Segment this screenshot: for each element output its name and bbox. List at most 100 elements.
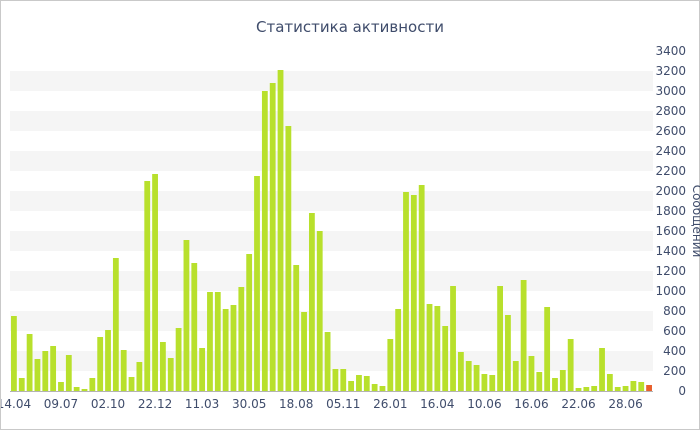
- bar: [387, 339, 394, 391]
- bar: [614, 387, 621, 391]
- bar: [505, 315, 511, 391]
- bar: [575, 388, 582, 391]
- bar: [481, 374, 488, 391]
- grid-band: [10, 71, 653, 91]
- bar: [473, 365, 480, 391]
- grid-band: [10, 231, 653, 251]
- bar: [520, 280, 527, 391]
- y-tick-label: 1000: [655, 284, 686, 298]
- bar: [293, 265, 300, 391]
- bar: [591, 386, 598, 391]
- grid-band: [10, 151, 653, 171]
- bar: [638, 382, 645, 391]
- y-axis-label: Сообщений: [690, 185, 700, 258]
- bar: [277, 70, 284, 391]
- y-tick-label: 1800: [655, 204, 686, 218]
- bar: [160, 342, 166, 391]
- bar: [363, 376, 370, 391]
- bar: [254, 176, 260, 391]
- y-tick-label: 400: [663, 344, 686, 358]
- bar: [207, 292, 213, 391]
- bar: [81, 389, 88, 391]
- bar: [65, 355, 72, 391]
- y-tick-label: 0: [678, 384, 686, 398]
- bar: [18, 378, 25, 391]
- y-tick-label: 1200: [655, 264, 686, 278]
- bar: [152, 174, 158, 391]
- bar: [42, 351, 49, 391]
- grid-band: [10, 271, 653, 291]
- bar: [120, 350, 127, 391]
- bar: [457, 352, 464, 391]
- bar: [261, 91, 268, 391]
- bar: [552, 378, 558, 391]
- y-tick-label: 1600: [655, 224, 686, 238]
- bar: [497, 286, 503, 391]
- bar: [544, 307, 551, 391]
- bar: [89, 378, 96, 391]
- x-tick-label: 09.07: [44, 397, 78, 411]
- bar: [395, 309, 402, 391]
- grid-band: [10, 311, 653, 331]
- bar: [230, 305, 237, 391]
- bar: [606, 374, 613, 391]
- bar: [58, 382, 64, 391]
- bar: [356, 375, 362, 391]
- y-ticks: 0 200 400 600 800 1000 1200 1400 1600 1800 2000 220…: [655, 44, 686, 398]
- y-tick-label: 3400: [655, 44, 686, 58]
- x-tick-label: 02.10: [91, 397, 125, 411]
- bar: [512, 361, 519, 391]
- bar: [175, 328, 182, 391]
- bar: [214, 292, 221, 391]
- y-tick-label: 800: [663, 304, 686, 318]
- bar: [646, 385, 652, 391]
- bar: [528, 356, 535, 391]
- x-tick-label: 11.03: [185, 397, 219, 411]
- bar: [167, 358, 174, 391]
- x-ticks: 14.04 09.07 02.10 22.12 11.03 30.05 18.08 05.11…: [1, 397, 643, 411]
- bar: [489, 375, 496, 391]
- x-tick-label: 14.04: [1, 397, 31, 411]
- y-tick-label: 2000: [655, 184, 686, 198]
- x-tick-label: 22.12: [138, 397, 172, 411]
- y-tick-label: 1400: [655, 244, 686, 258]
- bar: [34, 359, 41, 391]
- bar: [567, 339, 574, 391]
- chart-title: Статистика активности: [256, 18, 444, 36]
- bar: [418, 185, 425, 391]
- bar: [285, 126, 292, 391]
- x-tick-label: 05.11: [326, 397, 360, 411]
- bar: [112, 258, 119, 391]
- bar: [308, 213, 315, 391]
- x-tick-label: 26.01: [373, 397, 407, 411]
- bar: [222, 309, 229, 391]
- bar: [324, 332, 331, 391]
- bar: [622, 386, 629, 391]
- y-tick-label: 3000: [655, 84, 686, 98]
- y-tick-label: 2400: [655, 144, 686, 158]
- bar: [269, 83, 276, 391]
- bar: [50, 346, 57, 391]
- bar: [238, 287, 245, 391]
- bar: [332, 369, 339, 391]
- grid-bands: [10, 71, 653, 371]
- bar: [105, 330, 111, 391]
- y-tick-label: 2600: [655, 124, 686, 138]
- bar: [465, 361, 472, 391]
- bar: [583, 387, 590, 391]
- y-tick-label: 2800: [655, 104, 686, 118]
- bar: [450, 286, 456, 391]
- bar: [559, 370, 566, 391]
- y-tick-label: 600: [663, 324, 686, 338]
- grid-band: [10, 111, 653, 131]
- bar: [434, 306, 441, 391]
- bar: [536, 372, 543, 391]
- bar: [379, 386, 386, 391]
- bar: [246, 254, 253, 391]
- y-tick-label: 200: [663, 364, 686, 378]
- bar: [136, 362, 143, 391]
- y-tick-label: 2200: [655, 164, 686, 178]
- bar: [410, 195, 417, 391]
